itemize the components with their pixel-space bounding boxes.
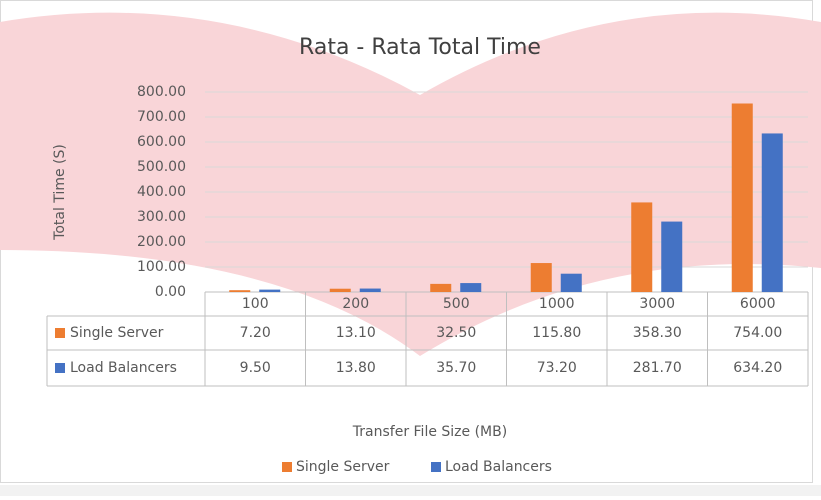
y-tick-label: 600.00	[137, 134, 186, 150]
bar	[761, 133, 783, 292]
bar	[460, 283, 482, 292]
legend-label: Load Balancers	[445, 459, 552, 475]
x-tick-label: 3000	[639, 296, 675, 312]
y-tick-label: 100.00	[137, 259, 186, 275]
x-tick-label: 100	[242, 296, 269, 312]
chart-title: Rata - Rata Total Time	[299, 35, 541, 60]
x-tick-label: 6000	[740, 296, 776, 312]
x-axis-title: Transfer File Size (MB)	[352, 424, 507, 440]
table-cell: 7.20	[240, 325, 271, 341]
y-tick-label: 500.00	[137, 159, 186, 175]
table-legend-key	[55, 328, 65, 338]
bar	[229, 290, 251, 292]
bar	[329, 288, 351, 292]
bar	[430, 283, 452, 292]
table-cell: 9.50	[240, 360, 271, 376]
x-tick-label: 500	[443, 296, 470, 312]
table-cell: 73.20	[537, 360, 577, 376]
bar	[259, 289, 281, 292]
table-cell: 754.00	[733, 325, 782, 341]
y-tick-label: 200.00	[137, 234, 186, 250]
y-axis-title: Total Time (S)	[52, 144, 68, 241]
table-cell: 358.30	[633, 325, 682, 341]
legend-label: Single Server	[296, 459, 390, 475]
y-tick-label: 300.00	[137, 209, 186, 225]
table-cell: 35.70	[436, 360, 476, 376]
bar	[731, 103, 753, 292]
table-legend-key	[55, 363, 65, 373]
table-cell: 13.80	[336, 360, 376, 376]
table-cell: 281.70	[633, 360, 682, 376]
y-tick-label: 800.00	[137, 84, 186, 100]
bar	[359, 288, 381, 292]
bottom-strip	[0, 485, 821, 496]
table-cell: 32.50	[436, 325, 476, 341]
table-cell: 13.10	[336, 325, 376, 341]
y-tick-label: 400.00	[137, 184, 186, 200]
table-cell: 634.20	[733, 360, 782, 376]
table-row-label: Load Balancers	[70, 360, 177, 376]
legend-key	[282, 462, 292, 472]
legend-key	[431, 462, 441, 472]
background-shape	[0, 12, 821, 357]
x-tick-label: 1000	[539, 296, 575, 312]
bar	[631, 202, 653, 292]
x-tick-label: 200	[342, 296, 369, 312]
bar	[530, 263, 552, 292]
y-tick-label: 0.00	[155, 284, 186, 300]
bar	[661, 221, 683, 292]
bar	[560, 273, 582, 292]
table-cell: 115.80	[532, 325, 581, 341]
table-row-label: Single Server	[70, 325, 164, 341]
y-tick-label: 700.00	[137, 109, 186, 125]
